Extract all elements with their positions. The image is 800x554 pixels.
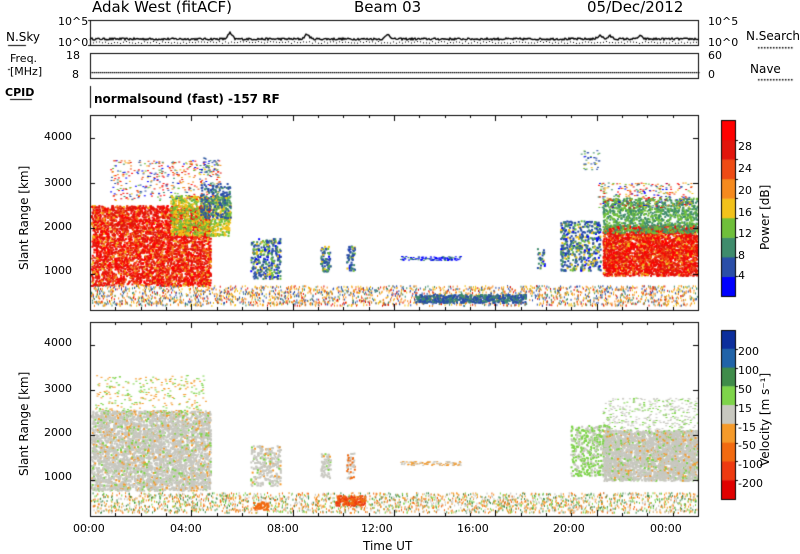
nave-tick-high: 60 <box>708 49 722 62</box>
freq-label: Freq. <box>10 52 38 65</box>
beam-title: Beam 03 <box>354 0 422 16</box>
velocity-ytick-4000: 4000 <box>44 336 72 349</box>
velocity-colorbar-tick-4: -15 <box>738 421 756 434</box>
velocity-colorbar-label: Velocity [m s⁻¹] <box>758 372 772 466</box>
x-axis-tick-0: 00:00 <box>73 522 105 535</box>
velocity-ytick-1000: 1000 <box>44 470 72 483</box>
x-axis-tick-6: 00:00 <box>650 522 682 535</box>
freq-tick-low: 8 <box>72 68 79 81</box>
velocity-colorbar-tick-0: 200 <box>738 345 759 358</box>
power-ytick-4000: 4000 <box>44 130 72 143</box>
x-axis-tick-4: 16:00 <box>457 522 489 535</box>
station-title: Adak West (fitACF) <box>92 0 232 16</box>
noise-tick-right-high: 10^5 <box>708 15 739 28</box>
power-colorbar-tick-3: 16 <box>738 206 752 219</box>
freq-tick-high: 18 <box>66 49 80 62</box>
velocity-colorbar-tick-1: 100 <box>738 364 759 377</box>
noise-tick-left-low: 10^0 <box>58 36 89 49</box>
nsky-label: N.Sky <box>6 30 41 44</box>
date-title: 05/Dec/2012 <box>587 0 684 16</box>
nave-tick-low: 0 <box>708 68 715 81</box>
power-colorbar-label: Power [dB] <box>758 184 772 250</box>
power-colorbar-tick-1: 8 <box>738 249 745 262</box>
power-ytick-2000: 2000 <box>44 220 72 233</box>
cpid-text: normalsound (fast) -157 RF <box>94 92 280 106</box>
velocity-colorbar-tick-5: -50 <box>738 439 756 452</box>
velocity-colorbar-tick-6: -100 <box>738 458 763 471</box>
power-colorbar-tick-2: 12 <box>738 227 752 240</box>
velocity-colorbar-tick-3: 15 <box>738 402 752 415</box>
x-axis-tick-3: 12:00 <box>361 522 393 535</box>
power-colorbar-tick-6: 28 <box>738 140 752 153</box>
power-ytick-3000: 3000 <box>44 176 72 189</box>
velocity-ytick-3000: 3000 <box>44 382 72 395</box>
cpid-label: CPID <box>5 86 35 99</box>
power-ylabel: Slant Range [km] <box>17 165 31 270</box>
nave-label: Nave <box>750 62 781 76</box>
power-colorbar-tick-4: 20 <box>738 184 752 197</box>
velocity-colorbar-tick-7: -200 <box>738 477 763 490</box>
velocity-ytick-2000: 2000 <box>44 426 72 439</box>
nsearch-label: N.Search <box>746 29 800 43</box>
power-colorbar-tick-0: 4 <box>738 269 745 282</box>
power-colorbar-tick-5: 24 <box>738 162 752 175</box>
power-ytick-1000: 1000 <box>44 264 72 277</box>
noise-tick-left-high: 10^5 <box>58 15 89 28</box>
x-axis-tick-1: 04:00 <box>170 522 202 535</box>
noise-tick-right-low: 10^0 <box>708 36 739 49</box>
x-axis-label: Time UT <box>363 539 413 553</box>
x-axis-tick-5: 20:00 <box>553 522 585 535</box>
x-axis-tick-2: 08:00 <box>267 522 299 535</box>
velocity-colorbar-tick-2: 50 <box>738 383 752 396</box>
freq-units-label: [MHz] <box>10 65 43 78</box>
velocity-ylabel: Slant Range [km] <box>17 371 31 476</box>
